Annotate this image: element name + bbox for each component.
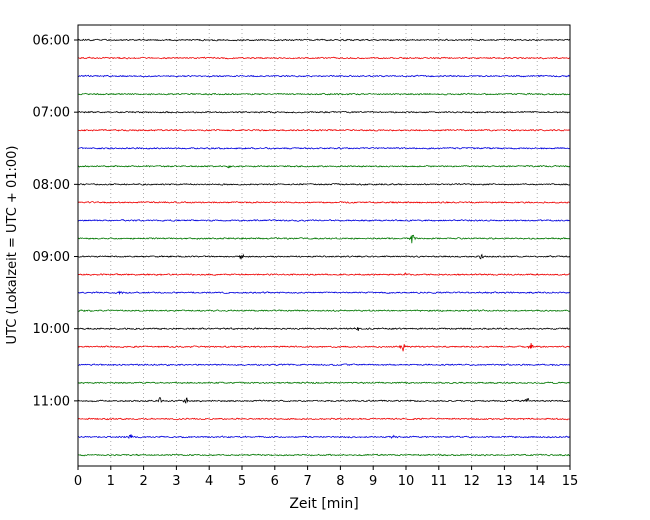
trace-0645	[77, 92, 571, 96]
plot-frame	[77, 24, 571, 467]
trace-1130	[77, 434, 571, 440]
trace-0600	[77, 38, 571, 42]
x-tick-label: 14	[529, 474, 546, 489]
x-tick-label: 11	[431, 474, 448, 489]
trace-1000	[78, 327, 571, 331]
trace-1145	[77, 453, 571, 457]
trace-1045	[77, 381, 570, 385]
x-tick-label: 7	[303, 474, 311, 489]
traces	[77, 38, 571, 457]
x-tick-label: 5	[238, 474, 246, 489]
y-tick-label: 09:00	[33, 250, 70, 265]
trace-1030	[77, 363, 571, 367]
y-tick-label: 07:00	[33, 106, 70, 121]
trace-0915	[78, 272, 571, 277]
trace-0630	[77, 74, 570, 78]
trace-0700	[78, 110, 571, 114]
x-tick-label: 9	[369, 474, 377, 489]
y-ticks	[74, 39, 78, 402]
trace-0800	[77, 183, 571, 186]
trace-0815	[77, 201, 571, 204]
x-ticks	[77, 466, 571, 470]
x-tick-label: 12	[463, 474, 480, 489]
x-tick-label: 10	[398, 474, 415, 489]
x-tick-label: 2	[139, 474, 147, 489]
x-tick-label: 8	[336, 474, 344, 489]
x-tick-label: 0	[74, 474, 82, 489]
y-tick-label: 06:00	[33, 34, 70, 49]
y-tick-label: 10:00	[33, 322, 70, 337]
y-tick-labels: 06:00 07:00 08:00 09:00 10:00 11:00	[33, 34, 70, 410]
trace-1100	[77, 397, 571, 404]
trace-0830	[77, 219, 571, 222]
trace-0615	[77, 56, 571, 60]
trace-1015	[77, 342, 571, 352]
x-tick-label: 15	[562, 474, 579, 489]
trace-0730	[78, 146, 571, 150]
x-tick-label: 4	[205, 474, 213, 489]
trace-0900	[77, 253, 571, 260]
grid-lines	[110, 25, 538, 466]
y-tick-label: 11:00	[33, 394, 70, 409]
x-tick-label: 13	[496, 474, 513, 489]
trace-0945	[77, 309, 570, 312]
y-tick-label: 08:00	[33, 178, 70, 193]
y-axis-label: UTC (Lokalzeit = UTC + 01:00)	[5, 146, 20, 345]
trace-0930	[77, 290, 571, 296]
trace-1115	[77, 417, 571, 421]
x-tick-label: 1	[107, 474, 115, 489]
trace-0845	[77, 234, 571, 244]
x-tick-label: 6	[271, 474, 279, 489]
x-tick-labels: 0 1 2 3 4 5 6 7 8 9 10 11 12 13 14 15	[74, 474, 578, 489]
x-tick-label: 3	[172, 474, 180, 489]
trace-0745	[77, 164, 571, 169]
trace-0715	[77, 128, 571, 132]
x-axis-label: Zeit [min]	[289, 496, 358, 512]
